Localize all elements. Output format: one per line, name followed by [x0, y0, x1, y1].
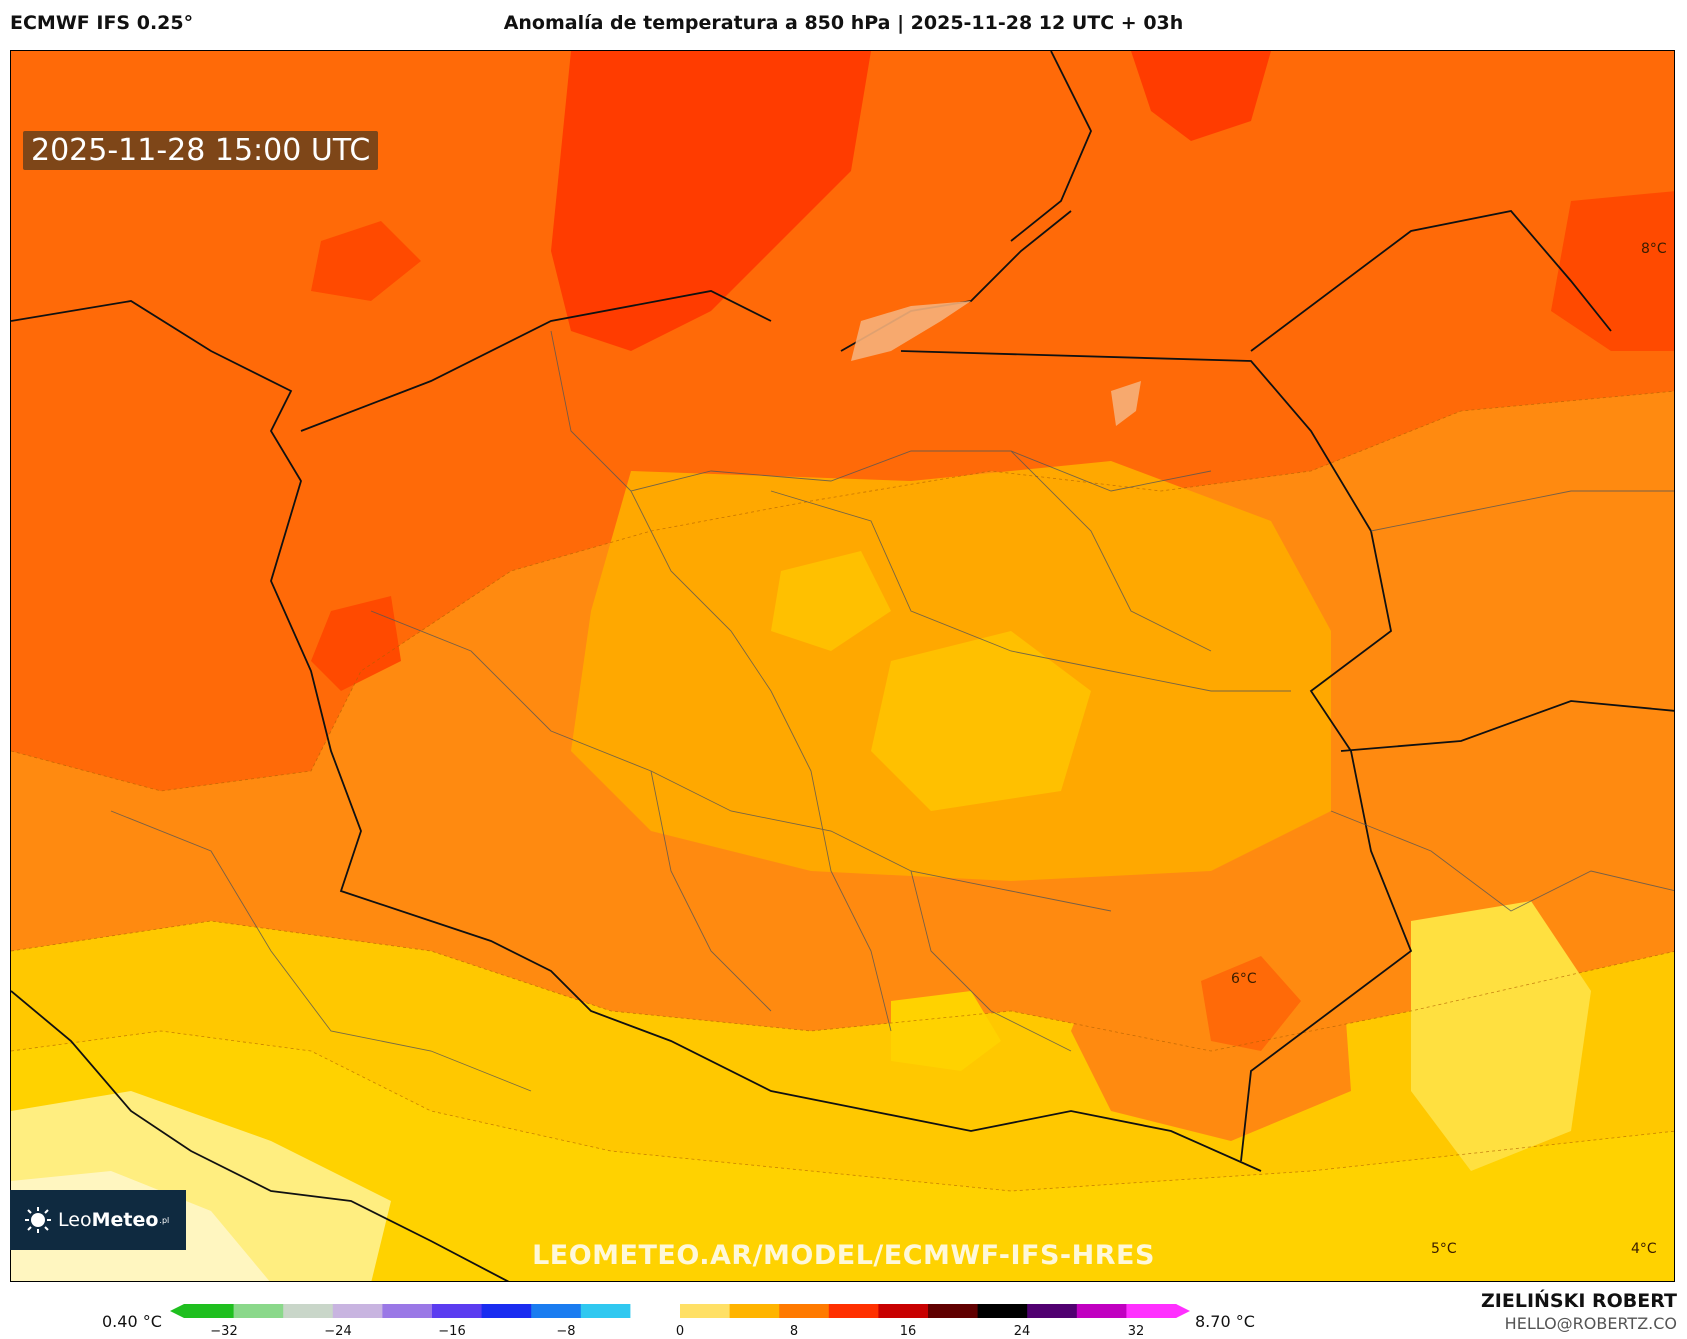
colorbar-cell — [1027, 1304, 1078, 1318]
colorbar-min-arrow — [170, 1304, 184, 1318]
colorbar-cell — [1126, 1304, 1177, 1318]
field-max-value: 8.70 °C — [1195, 1312, 1255, 1331]
colorbar-cell — [977, 1304, 1028, 1318]
temperature-label-se-center: 6°C — [1231, 971, 1257, 987]
temperature-label-se-corner: 4°C — [1631, 1241, 1657, 1257]
colorbar — [170, 1304, 1190, 1318]
colorbar-cell — [630, 1304, 681, 1318]
colorbar-cell — [531, 1304, 582, 1318]
colorbar-cell — [233, 1304, 284, 1318]
colorbar-tick-label: −16 — [438, 1324, 466, 1339]
valid-time-badge: 2025-11-28 15:00 UTC — [23, 131, 379, 170]
temperature-anomaly-field — [11, 51, 1674, 1281]
temperature-label-sw-corner: 5°C — [1431, 1241, 1457, 1257]
colorbar-tick-label: 16 — [899, 1324, 917, 1339]
author-email: HELLO@ROBERTZ.CO — [1504, 1314, 1677, 1333]
colorbar-cell — [332, 1304, 383, 1318]
colorbar-cell — [184, 1304, 235, 1318]
colorbar-cell — [828, 1304, 879, 1318]
colorbar-cell — [928, 1304, 979, 1318]
colorbar-tick-label: −8 — [556, 1324, 576, 1339]
field-min-value: 0.40 °C — [102, 1312, 162, 1331]
colorbar-cell — [382, 1304, 433, 1318]
colorbar-cell — [1076, 1304, 1127, 1318]
colorbar-tick-label: 0 — [675, 1324, 685, 1339]
model-name: ECMWF IFS 0.25° — [10, 12, 194, 34]
colorbar-max-arrow — [1176, 1304, 1190, 1318]
colorbar-cell — [878, 1304, 929, 1318]
source-url-watermark: LEOMETEO.AR/MODEL/ECMWF-IFS-HRES — [532, 1240, 1155, 1271]
colorbar-tick-label: −32 — [210, 1324, 238, 1339]
colorbar-tick-label: −24 — [324, 1324, 352, 1339]
colorbar-tick-label: 24 — [1013, 1324, 1031, 1339]
colorbar-cell — [680, 1304, 731, 1318]
colorbar-cell — [283, 1304, 334, 1318]
temperature-label-ne: 8°C — [1641, 241, 1667, 257]
colorbar-tick-label: 32 — [1127, 1324, 1145, 1339]
author-name: ZIELIŃSKI ROBERT — [1481, 1290, 1677, 1312]
colorbar-cell — [432, 1304, 483, 1318]
colorbar-cell — [481, 1304, 532, 1318]
colorbar-cell — [580, 1304, 631, 1318]
leometeo-logo: LeoMeteo.pl — [10, 1190, 186, 1250]
map-title: Anomalía de temperatura a 850 hPa | 2025… — [503, 12, 1184, 34]
colorbar-tick-label: 8 — [789, 1324, 799, 1339]
logo-text: LeoMeteo.pl — [58, 1209, 170, 1231]
sun-icon — [25, 1207, 51, 1233]
map-canvas: 2025-11-28 15:00 UTC 8°C 6°C 5°C 4°C — [10, 50, 1675, 1282]
colorbar-cell — [779, 1304, 830, 1318]
colorbar-cell — [729, 1304, 780, 1318]
